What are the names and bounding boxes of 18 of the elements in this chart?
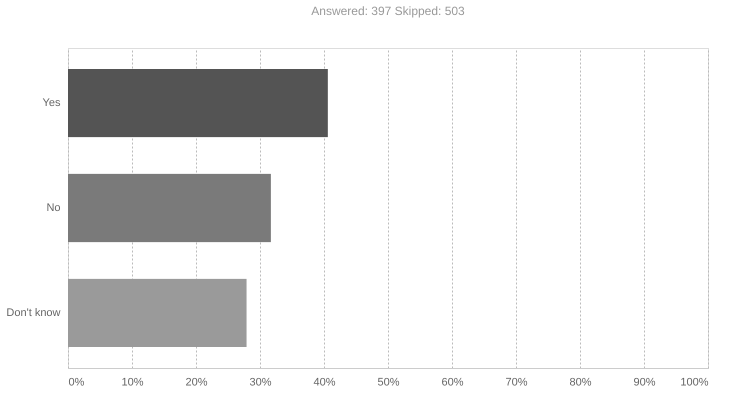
x-tick-label: 20% — [185, 376, 208, 388]
x-tick-label: 50% — [377, 376, 400, 388]
x-tick-label: 100% — [680, 376, 709, 388]
x-tick-label: 80% — [569, 376, 592, 388]
x-tick-label: 90% — [633, 376, 656, 388]
y-tick-label: Don't know — [6, 306, 61, 319]
x-tick-label: 70% — [505, 376, 528, 388]
bar — [68, 174, 271, 242]
x-tick-label: 30% — [249, 376, 272, 388]
bar — [68, 68, 328, 138]
x-tick-label: 0% — [68, 376, 85, 388]
x-tick-label: 60% — [441, 376, 464, 388]
x-tick-label: 40% — [313, 376, 336, 388]
chart-title: Answered: 397 Skipped: 503 — [311, 4, 466, 18]
y-tick-label: Yes — [42, 97, 61, 110]
y-tick-label: No — [46, 202, 60, 214]
bar — [68, 278, 247, 348]
x-tick-label: 10% — [121, 376, 144, 388]
